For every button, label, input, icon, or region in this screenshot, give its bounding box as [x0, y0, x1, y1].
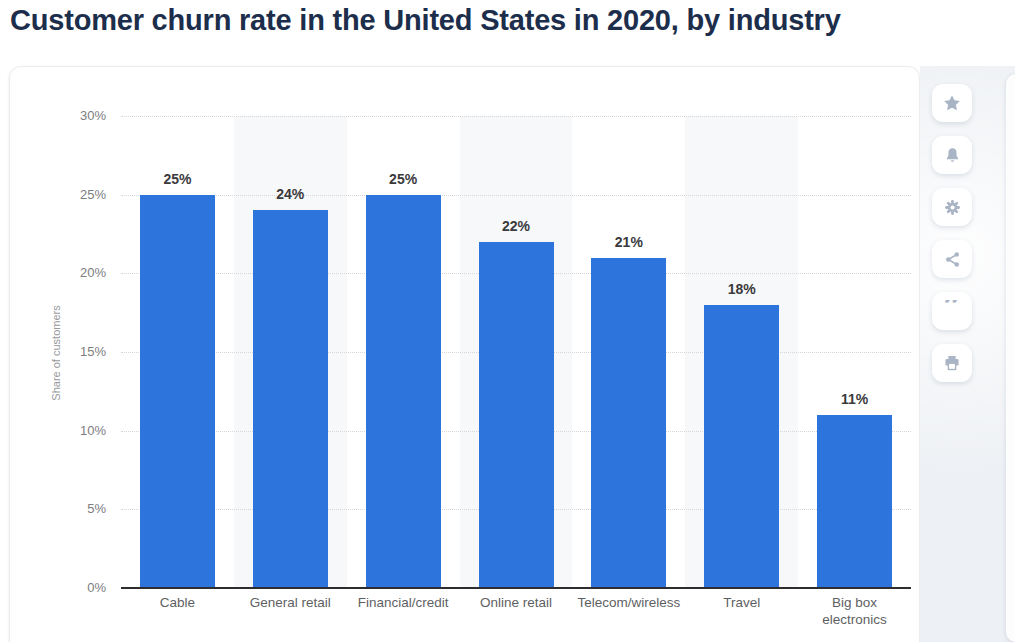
bar-online-retail[interactable] — [479, 242, 554, 588]
x-category-label: Telecom/wireless — [572, 594, 685, 611]
chart-card: Share of customers 0%5%10%15%20%25%30% 2… — [9, 66, 920, 642]
bar-travel[interactable] — [704, 305, 779, 588]
x-category-label: Online retail — [460, 594, 573, 611]
y-tick-label: 5% — [87, 501, 106, 517]
x-category-label: General retail — [234, 594, 347, 611]
settings-button[interactable] — [932, 188, 972, 226]
y-tick-label: 0% — [87, 580, 106, 596]
bar-value-label: 18% — [685, 281, 798, 297]
x-axis-line — [121, 587, 911, 589]
bar-cable[interactable] — [140, 195, 215, 588]
page: Customer churn rate in the United States… — [0, 0, 1015, 642]
bar-value-label: 21% — [572, 234, 685, 250]
y-tick-label: 30% — [80, 108, 106, 124]
x-category-label: Cable — [121, 594, 234, 611]
y-tick-label: 20% — [80, 265, 106, 281]
bar-big-box-electronics[interactable] — [817, 415, 892, 588]
printer-icon — [943, 354, 961, 372]
quote-icon: ” — [942, 300, 962, 322]
gridline — [121, 116, 911, 117]
bar-chart-plot: 25%24%25% 22%21% 18% 11% — [121, 116, 911, 588]
favorite-button[interactable] — [932, 84, 972, 122]
star-icon — [943, 94, 961, 112]
y-tick-label: 25% — [80, 187, 106, 203]
adjacent-panel-edge — [1006, 74, 1015, 642]
bar-general-retail[interactable] — [253, 210, 328, 588]
bar-value-label: 25% — [121, 171, 234, 187]
bar-value-label: 22% — [460, 218, 573, 234]
print-button[interactable] — [932, 344, 972, 382]
page-title: Customer churn rate in the United States… — [10, 4, 1015, 37]
x-category-label: Travel — [685, 594, 798, 611]
x-category-label: Big box electronics — [798, 594, 911, 628]
notifications-button[interactable] — [932, 136, 972, 174]
share-button[interactable] — [932, 240, 972, 278]
bell-icon — [944, 147, 961, 164]
bar-value-label: 25% — [347, 171, 460, 187]
bar-value-label: 11% — [798, 391, 911, 407]
y-axis-ticks: 0%5%10%15%20%25%30% — [10, 116, 106, 588]
x-category-label: Financial/credit — [347, 594, 460, 611]
y-tick-label: 15% — [80, 344, 106, 360]
bar-value-label: 24% — [234, 186, 347, 202]
gear-icon — [944, 199, 961, 216]
share-icon — [944, 251, 961, 268]
y-tick-label: 10% — [80, 423, 106, 439]
cite-button[interactable]: ” — [932, 292, 972, 330]
bar-telecom-wireless[interactable] — [591, 258, 666, 588]
bar-financial-credit[interactable] — [366, 195, 441, 588]
